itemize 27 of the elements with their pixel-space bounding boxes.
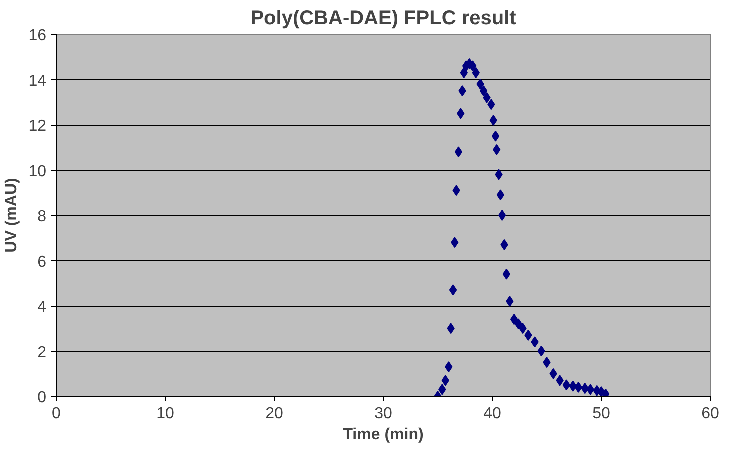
y-tick-label: 14 [28,72,47,90]
x-tick-label: 30 [374,406,392,422]
point [454,146,463,158]
y-tick-label: 16 [28,28,47,44]
point [492,130,500,142]
x-axis-title: Time (min) [343,426,424,444]
y-tick-label: 4 [38,299,47,316]
x-tick-label: 0 [52,406,62,422]
point [496,190,505,201]
x-tick-label: 60 [702,406,720,422]
point [502,268,511,280]
y-tick-label: 8 [38,208,47,226]
y-tick-label: 0 [38,390,47,406]
point [498,210,506,221]
y-tick-label: 10 [28,163,47,180]
y-axis-title: UV (mAU) [4,178,21,253]
chart-title: Poly(CBA-DAE) FPLC result [250,8,517,30]
point [449,284,458,296]
y-tick-label: 2 [38,344,47,362]
x-tick-label: 20 [266,406,284,422]
y-tick-label: 6 [38,254,47,271]
x-tick-label: 40 [484,406,502,422]
x-tick-label: 10 [156,406,174,422]
y-tick-label: 12 [28,118,47,135]
point [510,314,518,326]
point [480,86,488,97]
x-tick-label: 50 [592,406,610,422]
